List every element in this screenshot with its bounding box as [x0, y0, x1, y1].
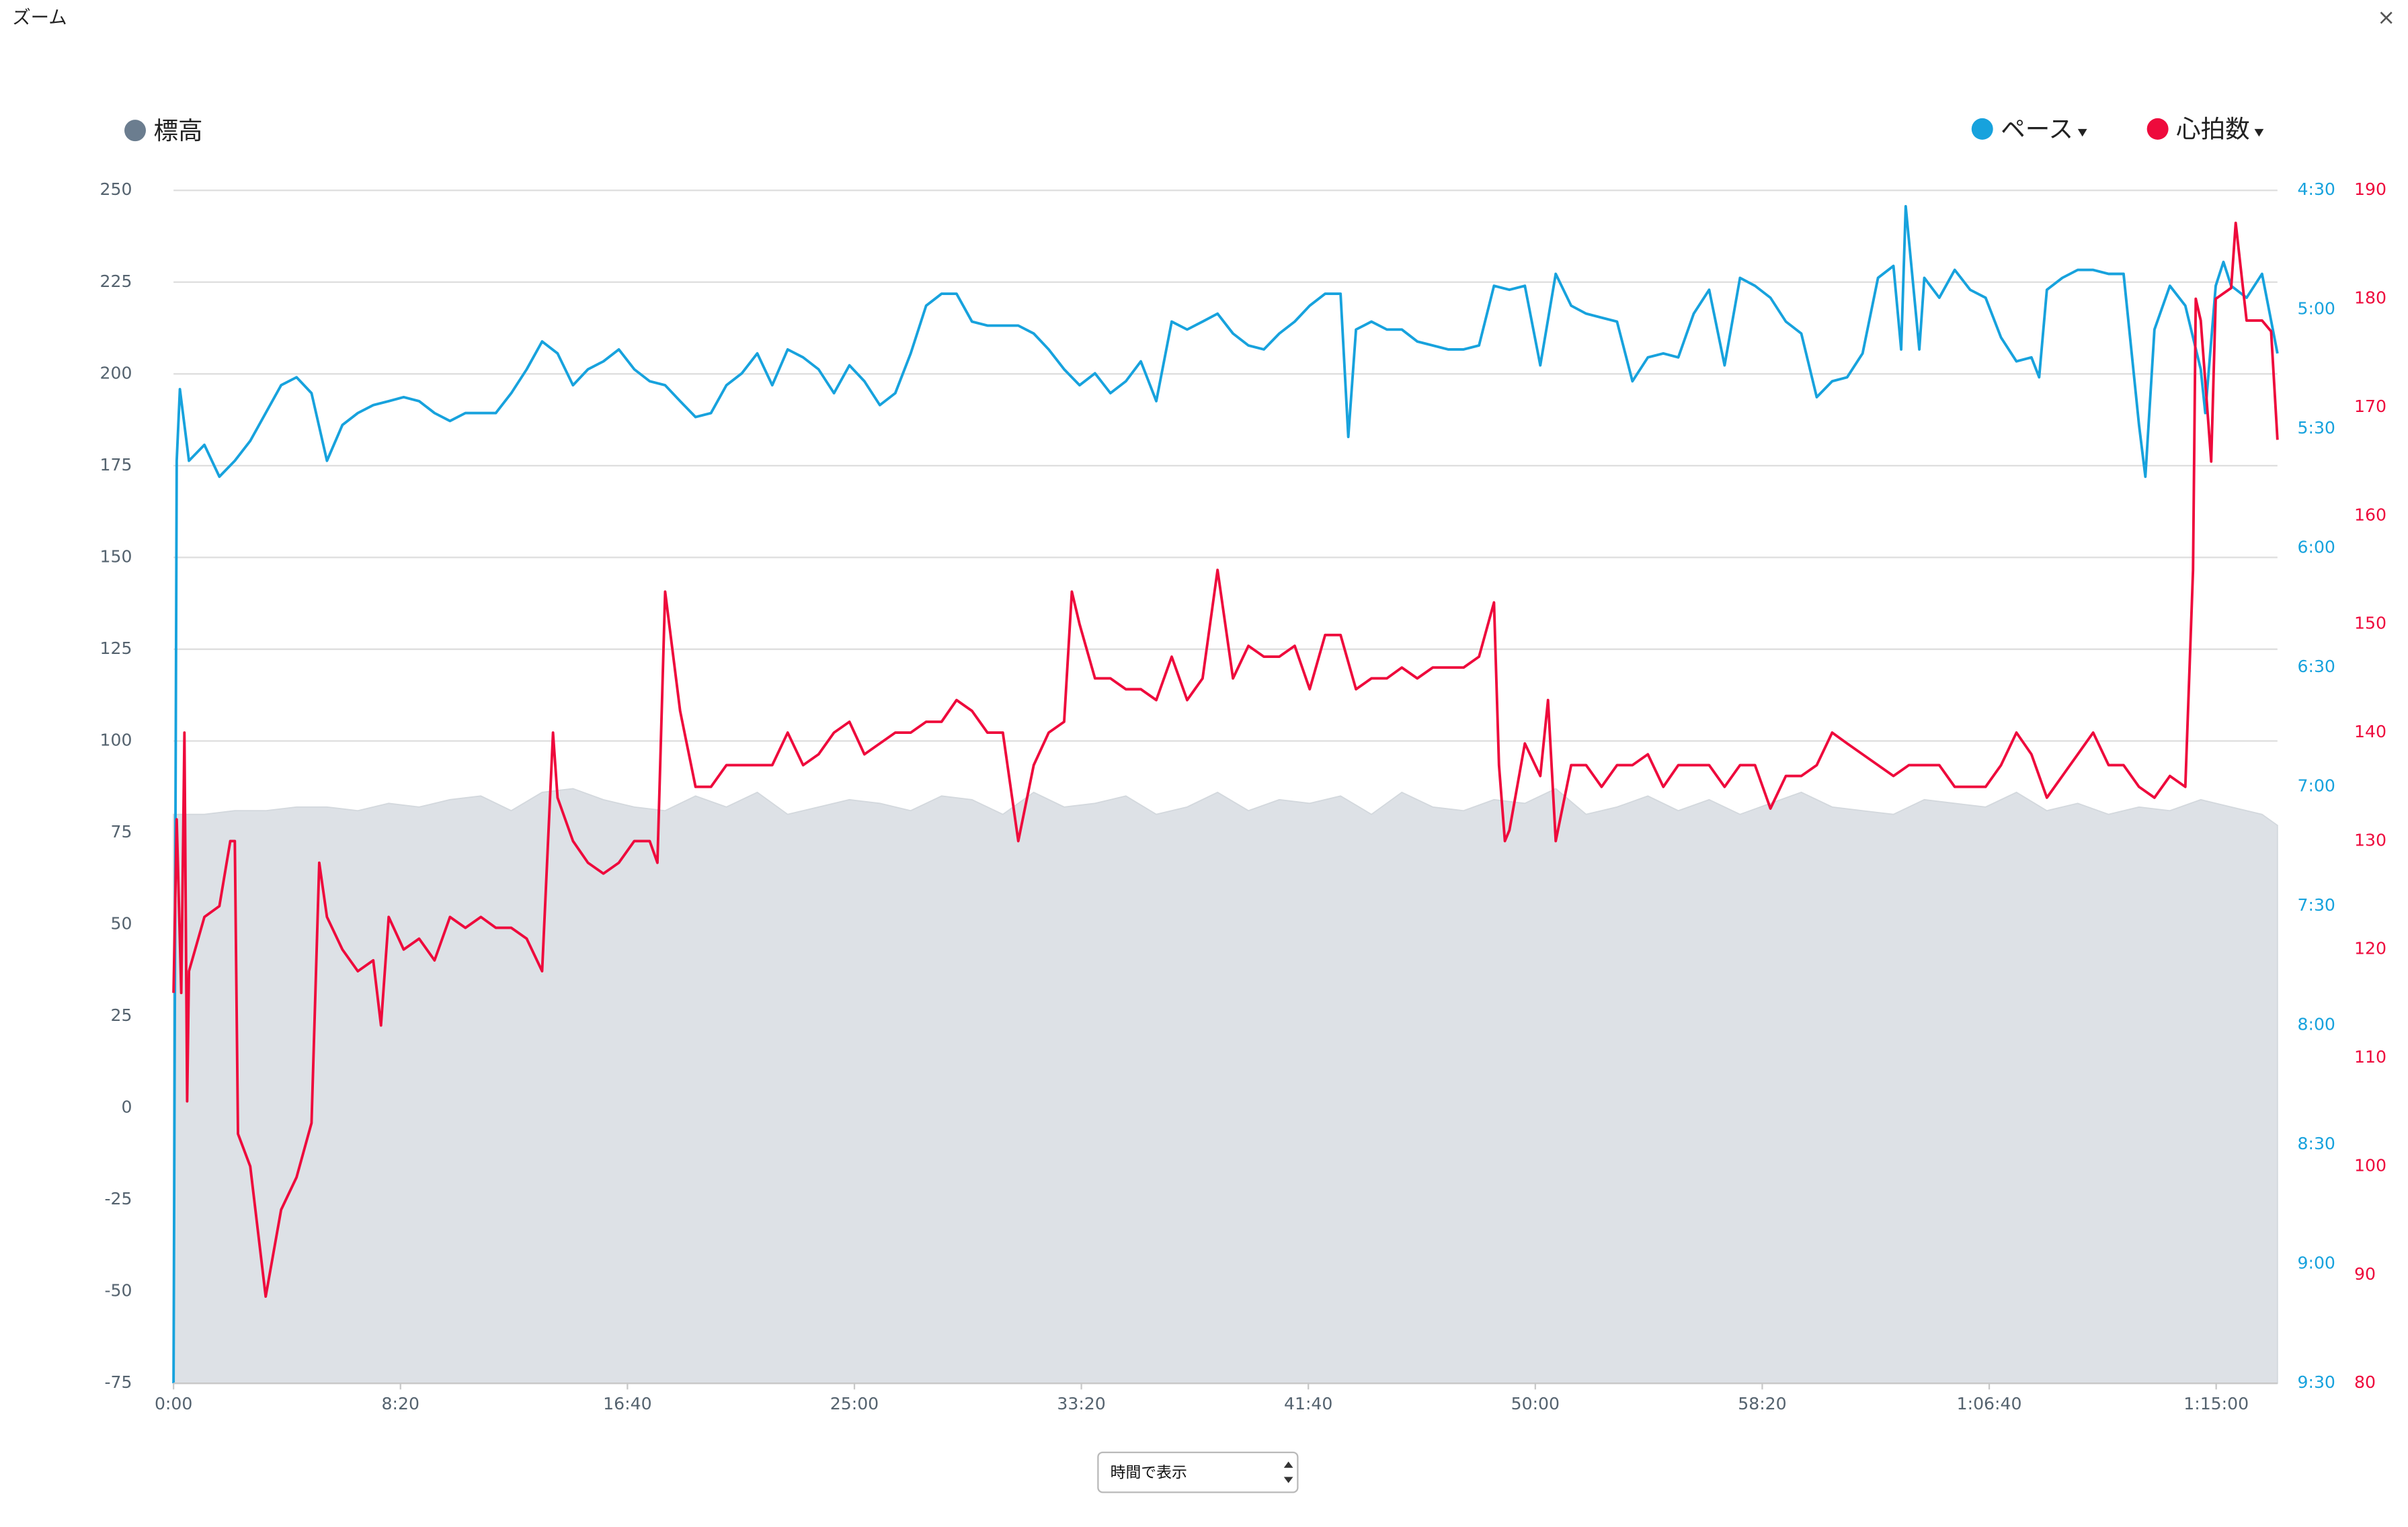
- y3-tick-label: 180: [2354, 288, 2386, 308]
- y3-tick-label: 120: [2354, 939, 2386, 958]
- y3-tick-label: 130: [2354, 830, 2386, 850]
- y-tick-label: 225: [100, 272, 132, 291]
- y3-tick-label: 190: [2354, 179, 2386, 199]
- y-tick-label: 100: [100, 730, 132, 749]
- y-tick-label: 150: [100, 546, 132, 566]
- y3-tick-label: 170: [2354, 397, 2386, 416]
- legend-label[interactable]: 心拍数: [2176, 115, 2250, 144]
- y3-tick-label: 140: [2354, 722, 2386, 741]
- y3-tick-label: 150: [2354, 614, 2386, 633]
- x-tick-label: 50:00: [1511, 1394, 1560, 1413]
- x-tick-label: 41:40: [1284, 1394, 1332, 1413]
- legend-dot: [2146, 118, 2169, 140]
- legend-label: 標高: [153, 116, 202, 145]
- legend-item[interactable]: 心拍数: [2146, 115, 2264, 144]
- legend-dropdown-arrow: [2254, 128, 2264, 137]
- y-tick-label: 200: [100, 363, 132, 382]
- plot: [172, 204, 2279, 1385]
- y2-tick-label: 7:30: [2298, 895, 2335, 915]
- y3-tick-label: 80: [2354, 1372, 2376, 1392]
- x-tick-label: 1:15:00: [2183, 1394, 2249, 1413]
- axes: -75 -50 -25 0 25 50 75 100 125 150 175 200 225 250 4:3…: [100, 179, 2386, 1413]
- select-label[interactable]: 時間で表示: [1111, 1464, 1187, 1481]
- select-arrows: [1283, 1461, 1293, 1483]
- window-title: ズーム: [12, 7, 67, 28]
- x-tick-label: 8:20: [382, 1394, 419, 1413]
- y2-tick-label: 4:30: [2298, 179, 2335, 199]
- legend: 標高 心拍数 ペース: [124, 115, 2264, 145]
- y2-tick-label: 5:30: [2298, 418, 2335, 438]
- y2-tick-label: 5:00: [2298, 299, 2335, 319]
- legend-dropdown-arrow: [2077, 128, 2087, 137]
- x-tick-label: 0:00: [155, 1394, 192, 1413]
- legend-item: 標高: [124, 116, 203, 145]
- legend-item[interactable]: ペース: [1971, 115, 2087, 144]
- y-tick-label: 75: [111, 822, 132, 841]
- y2-tick-label: 6:00: [2298, 538, 2335, 557]
- x-tick-label: 16:40: [603, 1394, 651, 1413]
- y-tick-label: -75: [104, 1372, 132, 1392]
- y-tick-label: 0: [121, 1098, 132, 1117]
- y2-tick-label: 9:00: [2298, 1253, 2335, 1273]
- elevation-area: [173, 788, 2278, 1385]
- series-line: [172, 221, 2279, 1298]
- y-tick-label: 25: [111, 1005, 132, 1025]
- y3-tick-label: 100: [2354, 1155, 2386, 1175]
- close-button[interactable]: ×: [2377, 4, 2395, 30]
- x-tick-label: 1:06:40: [1957, 1394, 2022, 1413]
- y3-tick-label: 110: [2354, 1047, 2386, 1067]
- x-tick-label: 25:00: [830, 1394, 879, 1413]
- y3-tick-label: 160: [2354, 505, 2386, 524]
- y2-tick-label: 6:30: [2298, 657, 2335, 676]
- legend-dot: [1971, 118, 1993, 140]
- select-box[interactable]: [1097, 1451, 1299, 1493]
- x-tick-label: 58:20: [1738, 1394, 1786, 1413]
- y-tick-label: -25: [104, 1189, 132, 1208]
- legend-label[interactable]: ペース: [2001, 115, 2073, 144]
- y-tick-label: 250: [100, 179, 132, 199]
- legend-dot: [124, 120, 147, 142]
- x-tick-label: 33:20: [1057, 1394, 1105, 1413]
- series-line: [172, 204, 2279, 1384]
- y-tick-label: 125: [100, 638, 132, 658]
- display-mode-select[interactable]: 時間で表示: [1097, 1451, 1299, 1493]
- y2-tick-label: 8:30: [2298, 1134, 2335, 1153]
- y3-tick-label: 90: [2354, 1264, 2376, 1284]
- y-tick-label: 175: [100, 455, 132, 474]
- y2-tick-label: 8:00: [2298, 1015, 2335, 1034]
- y2-tick-label: 9:30: [2298, 1372, 2335, 1392]
- y-tick-label: -50: [104, 1281, 132, 1301]
- y-tick-label: 50: [111, 914, 132, 934]
- y2-tick-label: 7:00: [2298, 776, 2335, 796]
